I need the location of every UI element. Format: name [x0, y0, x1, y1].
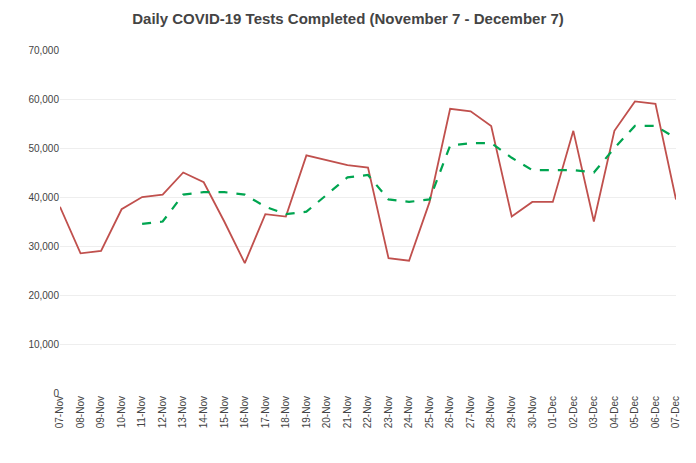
svg-text:23-Nov: 23-Nov: [383, 396, 394, 428]
svg-text:24-Nov: 24-Nov: [403, 396, 414, 428]
svg-text:22-Nov: 22-Nov: [362, 396, 373, 428]
svg-text:28-Nov: 28-Nov: [485, 396, 496, 428]
svg-text:29-Nov: 29-Nov: [506, 396, 517, 428]
svg-text:17-Nov: 17-Nov: [260, 396, 271, 428]
svg-text:05-Dec: 05-Dec: [629, 396, 640, 428]
svg-text:12-Nov: 12-Nov: [157, 396, 168, 428]
svg-text:18-Nov: 18-Nov: [280, 396, 291, 428]
svg-text:20,000: 20,000: [28, 290, 59, 301]
svg-text:06-Dec: 06-Dec: [650, 396, 661, 428]
svg-text:21-Nov: 21-Nov: [342, 396, 353, 428]
svg-text:16-Nov: 16-Nov: [239, 396, 250, 428]
svg-text:10-Nov: 10-Nov: [116, 396, 127, 428]
svg-text:07-Dec: 07-Dec: [670, 396, 681, 428]
svg-text:60,000: 60,000: [28, 94, 59, 105]
svg-text:15-Nov: 15-Nov: [219, 396, 230, 428]
svg-text:30-Nov: 30-Nov: [527, 396, 538, 428]
svg-text:08-Nov: 08-Nov: [75, 396, 86, 428]
svg-text:30,000: 30,000: [28, 241, 59, 252]
svg-text:13-Nov: 13-Nov: [177, 396, 188, 428]
svg-text:14-Nov: 14-Nov: [198, 396, 209, 428]
svg-text:50,000: 50,000: [28, 143, 59, 154]
svg-text:07-Nov: 07-Nov: [54, 396, 65, 428]
svg-text:03-Dec: 03-Dec: [588, 396, 599, 428]
svg-text:26-Nov: 26-Nov: [444, 396, 455, 428]
svg-text:01-Dec: 01-Dec: [547, 396, 558, 428]
svg-text:04-Dec: 04-Dec: [609, 396, 620, 428]
svg-text:40,000: 40,000: [28, 192, 59, 203]
svg-text:25-Nov: 25-Nov: [424, 396, 435, 428]
svg-text:10,000: 10,000: [28, 339, 59, 350]
svg-text:19-Nov: 19-Nov: [301, 396, 312, 428]
svg-text:70,000: 70,000: [28, 45, 59, 56]
svg-text:27-Nov: 27-Nov: [465, 396, 476, 428]
svg-text:Daily COVID-19 Tests Completed: Daily COVID-19 Tests Completed (November…: [132, 10, 564, 27]
svg-text:0: 0: [53, 388, 59, 399]
svg-text:09-Nov: 09-Nov: [95, 396, 106, 428]
svg-text:20-Nov: 20-Nov: [321, 396, 332, 428]
svg-text:11-Nov: 11-Nov: [136, 396, 147, 428]
svg-text:02-Dec: 02-Dec: [568, 396, 579, 428]
